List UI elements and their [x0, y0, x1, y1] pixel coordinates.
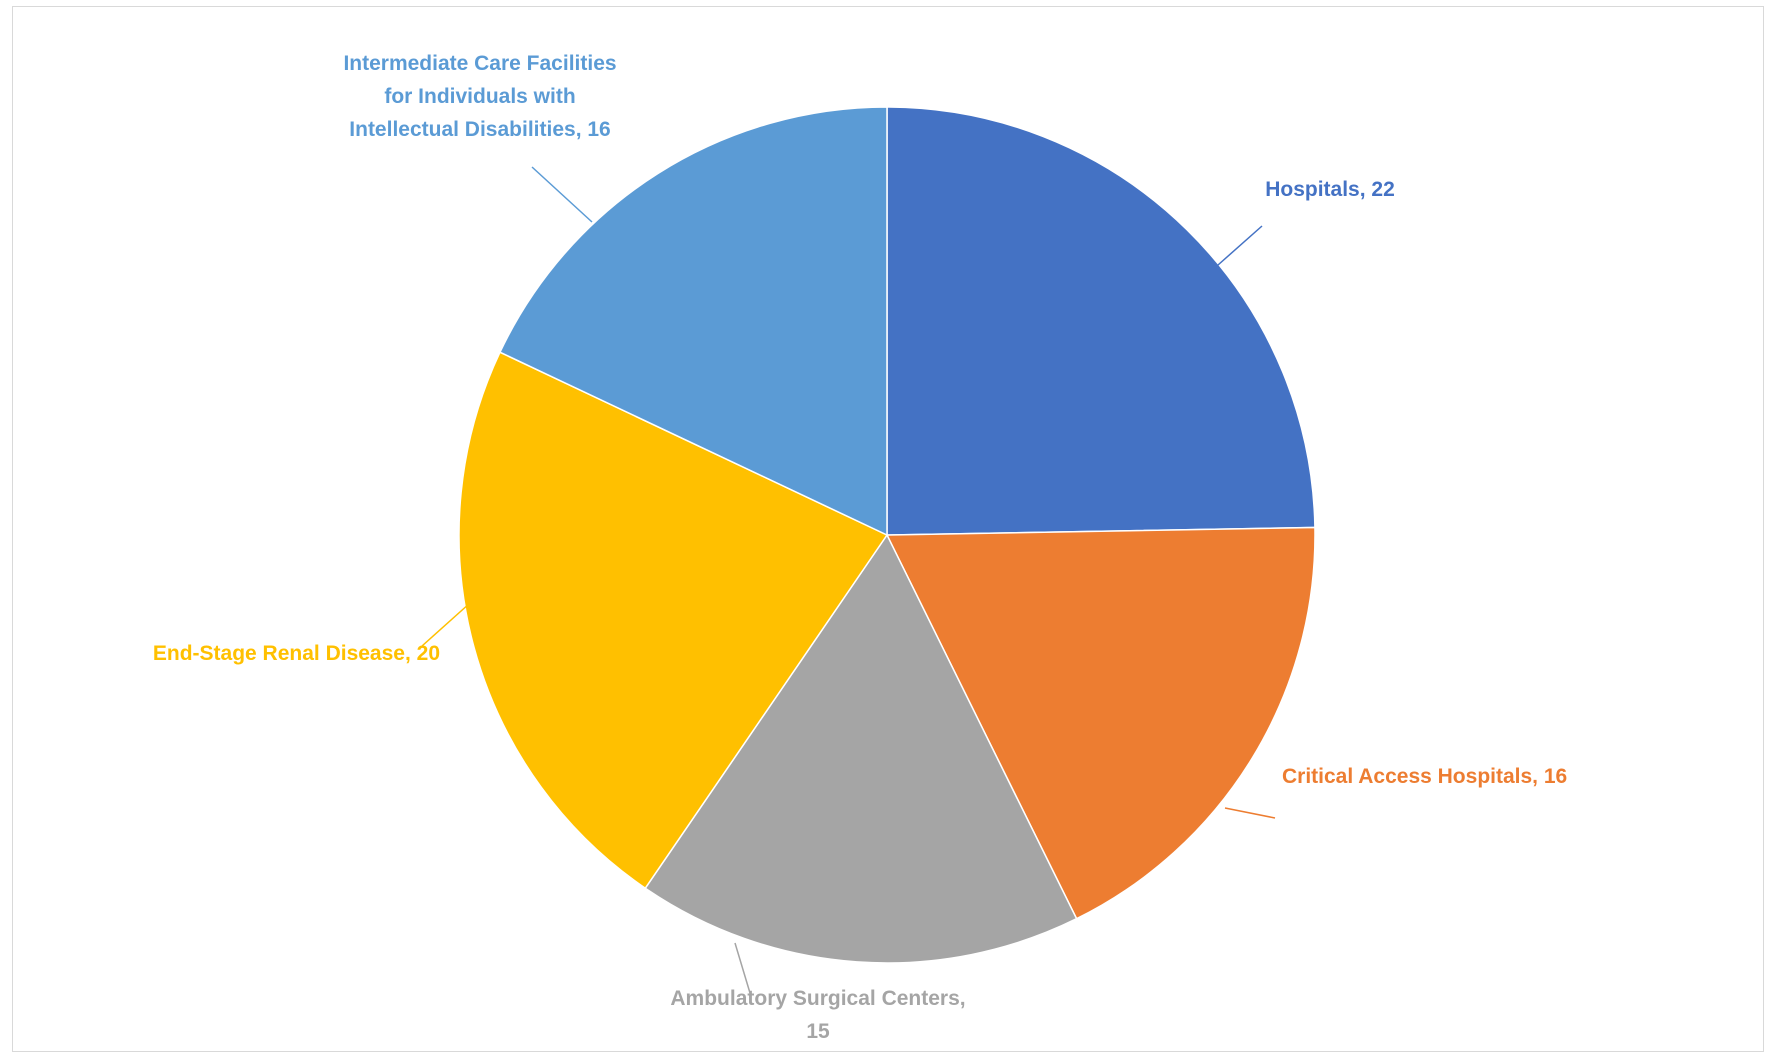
pie-slice-end-stage-renal-disease — [458, 351, 889, 890]
data-label-intermediate-care-facilities-for-individuals-with-intellectual-disabilities: Intermediate Care Facilities for Individu… — [343, 52, 616, 141]
data-labels: Hospitals, 22 Critical Access Hospitals, … — [153, 52, 1567, 1043]
pie-slice-ambulatory-surgical-centers — [644, 533, 1078, 964]
leader-line-intermediate-care-facilities-for-individuals-with-intellectual-disabilities — [531, 166, 593, 223]
data-label-line: Hospitals, 22 — [1265, 178, 1395, 201]
pie-slice-hospitals — [886, 106, 1316, 536]
leader-lines — [421, 166, 1276, 994]
pie-slice-intermediate-care-facilities-for-individuals-with-intellectual-disabilities — [498, 106, 888, 537]
pie-slice-critical-access-hospitals — [885, 526, 1316, 920]
data-label-line: Intermediate Care Facilities — [343, 52, 616, 75]
data-label-end-stage-renal-disease: End-Stage Renal Disease, 20 — [153, 642, 440, 665]
leader-line-critical-access-hospitals — [1224, 807, 1276, 819]
data-label-line: Intellectual Disabilities, 16 — [349, 118, 610, 141]
pie-slices — [458, 106, 1316, 964]
leader-line-ambulatory-surgical-centers — [734, 942, 751, 994]
data-label-hospitals: Hospitals, 22 — [1265, 178, 1395, 201]
data-label-line: End-Stage Renal Disease, 20 — [153, 642, 440, 665]
data-label-line: Critical Access Hospitals, 16 — [1282, 765, 1567, 788]
leader-line-end-stage-renal-disease — [421, 602, 471, 647]
leader-line-hospitals — [1217, 225, 1263, 266]
data-label-ambulatory-surgical-centers: Ambulatory Surgical Centers, 15 — [670, 987, 965, 1043]
data-label-line: for Individuals with — [384, 85, 575, 108]
data-label-line: Ambulatory Surgical Centers, — [670, 987, 965, 1010]
data-label-critical-access-hospitals: Critical Access Hospitals, 16 — [1282, 765, 1567, 788]
data-label-line: 15 — [806, 1020, 830, 1043]
